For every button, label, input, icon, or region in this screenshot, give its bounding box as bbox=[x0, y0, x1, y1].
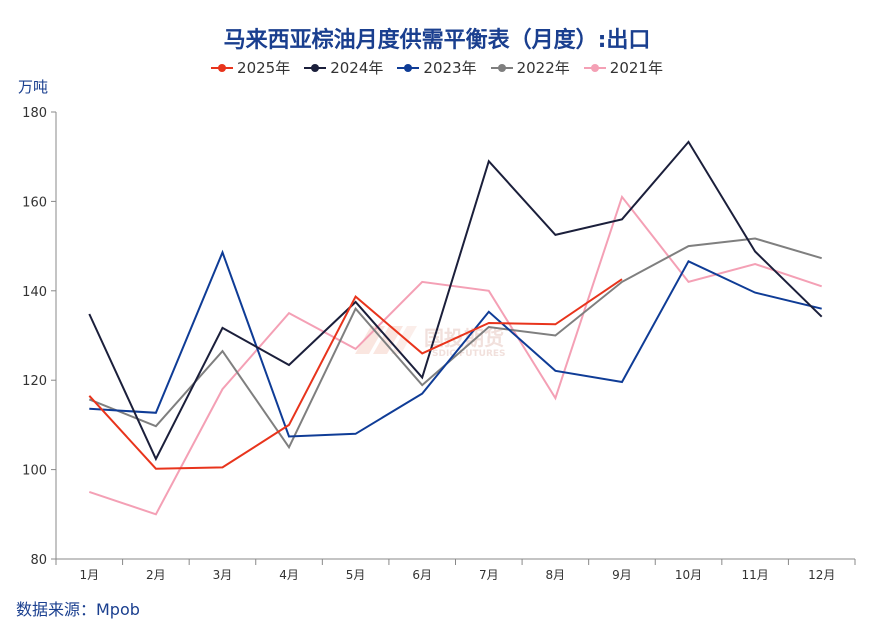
x-tick-label: 1月 bbox=[79, 568, 99, 582]
series-line-2025年 bbox=[88, 278, 623, 470]
series-line-2022年 bbox=[88, 237, 822, 450]
x-tick-label: 8月 bbox=[546, 568, 566, 582]
y-tick-label: 120 bbox=[22, 374, 47, 389]
legend-item: 2022年 bbox=[490, 57, 570, 78]
legend-item: 2023年 bbox=[397, 57, 477, 78]
series-line-2024年 bbox=[88, 140, 823, 462]
x-tick-label: 7月 bbox=[479, 568, 499, 582]
data-source-note: 数据来源：Mpob bbox=[16, 600, 140, 619]
legend-label: 2022年 bbox=[516, 59, 570, 77]
series-line-2021年 bbox=[88, 194, 823, 516]
legend-label: 2025年 bbox=[237, 59, 291, 77]
x-tick-label: 4月 bbox=[279, 568, 299, 582]
x-tick-label: 9月 bbox=[612, 568, 632, 582]
legend-label: 2024年 bbox=[330, 59, 384, 77]
x-tick-label: 5月 bbox=[346, 568, 366, 582]
chart-legend: 2025年 2024年 2023年 2022年 2021年 bbox=[0, 57, 874, 78]
legend-swatch bbox=[397, 62, 420, 74]
y-tick-label: 180 bbox=[22, 106, 47, 121]
y-axis-unit: 万吨 bbox=[18, 78, 49, 96]
legend-label: 2023年 bbox=[423, 59, 477, 77]
y-tick-label: 100 bbox=[22, 464, 47, 479]
x-tick-label: 10月 bbox=[675, 568, 702, 582]
x-tick-label: 2月 bbox=[146, 568, 166, 582]
y-tick-label: 80 bbox=[30, 553, 47, 568]
y-tick-label: 140 bbox=[22, 285, 47, 300]
series-line-2023年 bbox=[89, 249, 822, 438]
x-tick-label: 3月 bbox=[213, 568, 233, 582]
legend-swatch bbox=[583, 62, 606, 74]
x-tick-label: 6月 bbox=[412, 568, 432, 582]
legend-item: 2025年 bbox=[211, 57, 290, 78]
x-tick-label: 12月 bbox=[808, 568, 835, 582]
legend-label: 2021年 bbox=[609, 59, 663, 77]
x-tick-label: 11月 bbox=[741, 568, 768, 582]
chart-title: 马来西亚棕油月度供需平衡表（月度）:出口 bbox=[223, 28, 651, 53]
y-tick-label: 160 bbox=[22, 195, 47, 210]
legend-swatch bbox=[490, 62, 513, 74]
legend-swatch bbox=[211, 62, 234, 74]
legend-item: 2024年 bbox=[304, 57, 383, 78]
legend-item: 2021年 bbox=[583, 57, 663, 78]
svg-text:SDIC FUTURES: SDIC FUTURES bbox=[432, 349, 506, 359]
legend-swatch bbox=[304, 62, 327, 74]
